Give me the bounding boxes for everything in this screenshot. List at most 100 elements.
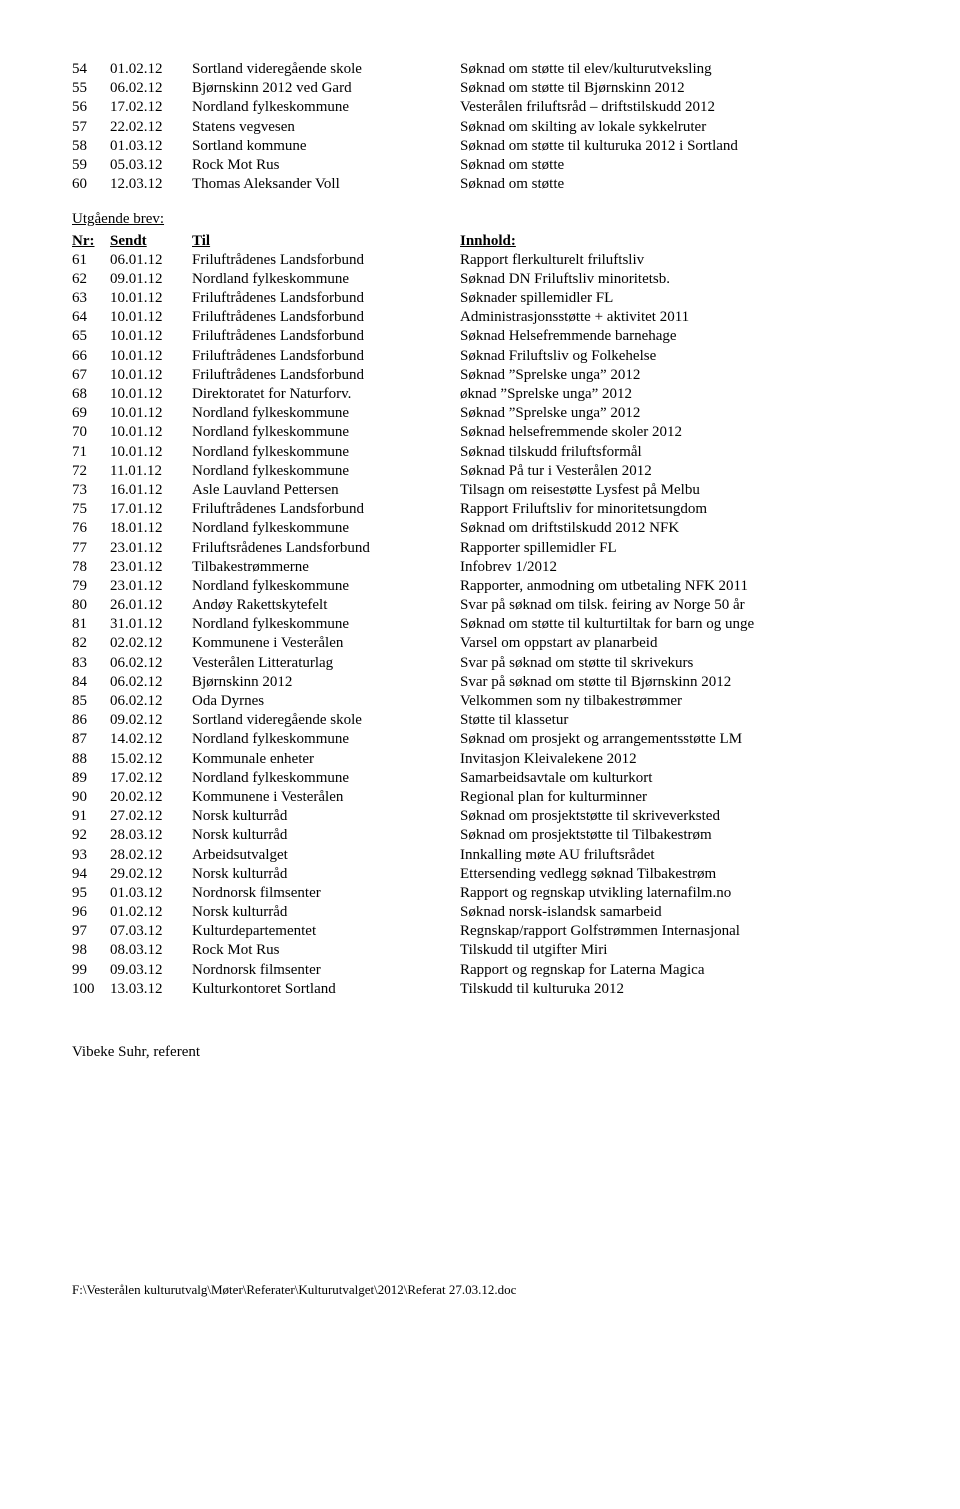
cell-desc: Ettersending vedlegg søknad Tilbakestrøm [460, 865, 888, 884]
cell-date: 09.03.12 [110, 961, 192, 980]
footer-path: F:\Vesterålen kulturutvalg\Møter\Referat… [72, 1282, 888, 1299]
cell-nr: 71 [72, 443, 110, 462]
cell-who: Nordnorsk filmsenter [192, 884, 460, 903]
section-heading-outgoing: Utgående brev: [72, 210, 888, 229]
cell-who: Nordland fylkeskommune [192, 443, 460, 462]
cell-nr: 78 [72, 558, 110, 577]
col-header-desc: Innhold: [460, 232, 888, 251]
table-row: 7010.01.12Nordland fylkeskommuneSøknad h… [72, 423, 888, 442]
table-row: 6610.01.12Friluftrådenes LandsforbundSøk… [72, 347, 888, 366]
cell-who: Kommunene i Vesterålen [192, 788, 460, 807]
cell-nr: 100 [72, 980, 110, 999]
cell-date: 18.01.12 [110, 519, 192, 538]
cell-nr: 86 [72, 711, 110, 730]
table-row: 9707.03.12KulturdepartementetRegnskap/ra… [72, 922, 888, 941]
cell-desc: Søknad Helsefremmende barnehage [460, 327, 888, 346]
cell-who: Sortland videregående skole [192, 60, 460, 79]
cell-nr: 92 [72, 826, 110, 845]
cell-who: Kulturkontoret Sortland [192, 980, 460, 999]
cell-who: Friluftrådenes Landsforbund [192, 327, 460, 346]
table-row: 6510.01.12Friluftrådenes LandsforbundSøk… [72, 327, 888, 346]
cell-who: Andøy Rakettskytefelt [192, 596, 460, 615]
cell-who: Friluftrådenes Landsforbund [192, 251, 460, 270]
table-row: 7517.01.12Friluftrådenes LandsforbundRap… [72, 500, 888, 519]
cell-nr: 58 [72, 137, 110, 156]
col-header-nr: Nr: [72, 232, 110, 251]
cell-who: Nordland fylkeskommune [192, 577, 460, 596]
cell-desc: Rapport og regnskap utvikling laternafil… [460, 884, 888, 903]
cell-desc: Søknad om driftstilskudd 2012 NFK [460, 519, 888, 538]
cell-date: 05.03.12 [110, 156, 192, 175]
cell-nr: 99 [72, 961, 110, 980]
cell-nr: 85 [72, 692, 110, 711]
cell-nr: 82 [72, 634, 110, 653]
cell-nr: 84 [72, 673, 110, 692]
cell-who: Rock Mot Rus [192, 156, 460, 175]
table-row: 6106.01.12Friluftrådenes LandsforbundRap… [72, 251, 888, 270]
cell-desc: Søknad norsk-islandsk samarbeid [460, 903, 888, 922]
cell-nr: 72 [72, 462, 110, 481]
table-row: 8306.02.12Vesterålen LitteraturlagSvar p… [72, 654, 888, 673]
cell-nr: 56 [72, 98, 110, 117]
table-row: 9328.02.12ArbeidsutvalgetInnkalling møte… [72, 846, 888, 865]
cell-desc: Søknad om prosjektstøtte til Tilbakestrø… [460, 826, 888, 845]
cell-date: 10.01.12 [110, 308, 192, 327]
cell-nr: 83 [72, 654, 110, 673]
cell-nr: 98 [72, 941, 110, 960]
cell-date: 17.02.12 [110, 769, 192, 788]
cell-date: 06.02.12 [110, 654, 192, 673]
cell-date: 10.01.12 [110, 366, 192, 385]
table-row: 6310.01.12Friluftrådenes LandsforbundSøk… [72, 289, 888, 308]
cell-desc: Regnskap/rapport Golfstrømmen Internasjo… [460, 922, 888, 941]
table-row: 6209.01.12Nordland fylkeskommuneSøknad D… [72, 270, 888, 289]
cell-who: Tilbakestrømmerne [192, 558, 460, 577]
cell-nr: 54 [72, 60, 110, 79]
cell-who: Asle Lauvland Pettersen [192, 481, 460, 500]
cell-who: Nordland fylkeskommune [192, 462, 460, 481]
cell-desc: Svar på søknad om tilsk. feiring av Norg… [460, 596, 888, 615]
cell-nr: 90 [72, 788, 110, 807]
cell-desc: Søknad Friluftsliv og Folkehelse [460, 347, 888, 366]
cell-date: 23.01.12 [110, 558, 192, 577]
cell-nr: 68 [72, 385, 110, 404]
cell-date: 10.01.12 [110, 404, 192, 423]
cell-nr: 89 [72, 769, 110, 788]
cell-who: Bjørnskinn 2012 [192, 673, 460, 692]
cell-date: 02.02.12 [110, 634, 192, 653]
table-row: 5401.02.12Sortland videregående skoleSøk… [72, 60, 888, 79]
table-row: 9020.02.12Kommunene i VesterålenRegional… [72, 788, 888, 807]
cell-who: Sortland kommune [192, 137, 460, 156]
cell-desc: Tilskudd til utgifter Miri [460, 941, 888, 960]
cell-date: 08.03.12 [110, 941, 192, 960]
cell-date: 06.02.12 [110, 692, 192, 711]
cell-who: Rock Mot Rus [192, 941, 460, 960]
cell-nr: 70 [72, 423, 110, 442]
cell-desc: Søknad om støtte til elev/kulturutveksli… [460, 60, 888, 79]
cell-date: 28.03.12 [110, 826, 192, 845]
cell-nr: 65 [72, 327, 110, 346]
cell-desc: Administrasjonsstøtte + aktivitet 2011 [460, 308, 888, 327]
table-row: 7211.01.12Nordland fylkeskommuneSøknad P… [72, 462, 888, 481]
cell-date: 14.02.12 [110, 730, 192, 749]
cell-nr: 88 [72, 750, 110, 769]
cell-date: 01.02.12 [110, 60, 192, 79]
table-header-row: Nr: Sendt Til Innhold: [72, 232, 888, 251]
incoming-table: 5401.02.12Sortland videregående skoleSøk… [72, 60, 888, 194]
cell-nr: 81 [72, 615, 110, 634]
cell-date: 01.02.12 [110, 903, 192, 922]
cell-who: Nordland fylkeskommune [192, 615, 460, 634]
cell-date: 12.03.12 [110, 175, 192, 194]
cell-desc: Rapporter, anmodning om utbetaling NFK 2… [460, 577, 888, 596]
cell-who: Friluftrådenes Landsforbund [192, 500, 460, 519]
cell-date: 09.02.12 [110, 711, 192, 730]
cell-who: Friluftrådenes Landsforbund [192, 347, 460, 366]
cell-date: 26.01.12 [110, 596, 192, 615]
cell-who: Sortland videregående skole [192, 711, 460, 730]
cell-date: 06.02.12 [110, 79, 192, 98]
cell-date: 22.02.12 [110, 118, 192, 137]
table-row: 5722.02.12Statens vegvesenSøknad om skil… [72, 118, 888, 137]
cell-desc: Søknad om støtte [460, 156, 888, 175]
table-row: 8815.02.12Kommunale enheterInvitasjon Kl… [72, 750, 888, 769]
cell-who: Friluftrådenes Landsforbund [192, 308, 460, 327]
cell-desc: Vesterålen friluftsråd – driftstilskudd … [460, 98, 888, 117]
